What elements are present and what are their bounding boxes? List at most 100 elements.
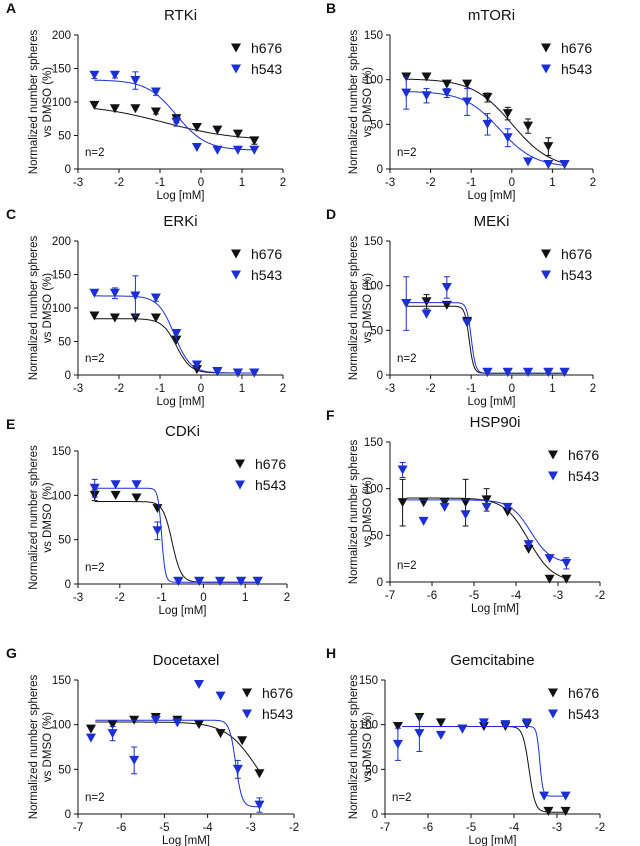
x-tick-label: -5 [466,822,476,834]
legend-marker-h676 [231,43,241,53]
x-tick-label: -7 [380,822,390,834]
panel-title: HSP90i [470,414,521,431]
x-tick-label: 1 [549,177,555,189]
data-point-h676 [502,109,513,119]
legend-marker-h543 [231,270,241,280]
data-point-h676 [543,806,554,816]
panel-title: RTKi [164,7,197,24]
panel-g: G Docetaxel 0 50 100 150 -7 -6 -5 -4 -3 -2 Log [mM] N… [6,645,299,846]
data-point-h676 [397,498,408,508]
fit-curve-h543 [95,719,262,808]
legend-marker-h543 [548,471,558,481]
x-tick-label: -1 [466,177,476,189]
y-axis-label: vs DMSO (%) [42,712,54,782]
legend-marker-h543 [235,480,245,490]
panel-letter: G [6,645,17,661]
data-point-h543 [457,724,468,734]
n-label: n=2 [85,147,105,159]
y-tick-label: 100 [52,303,71,315]
data-point-h543 [254,800,265,810]
y-tick-label: 200 [52,236,71,248]
data-point-h543 [236,576,247,586]
data-point-h543 [561,558,572,568]
x-tick-label: -3 [553,590,563,602]
x-axis-label: Log [mM] [469,835,517,846]
panel-title: MEKi [474,213,510,230]
legend-label-h543: h543 [561,61,592,77]
y-tick-label: 50 [58,535,71,547]
legend-marker-h543 [242,709,252,719]
y-axis-label: vs DMSO (%) [42,67,54,137]
data-point-h676 [421,72,432,82]
legend-label-h543: h543 [251,61,282,77]
x-tick-label: -5 [159,822,169,834]
data-point-h543 [150,293,161,303]
y-tick-label: 150 [52,64,71,76]
x-tick-label: -2 [595,590,605,602]
legend-label-h543: h543 [251,267,282,283]
data-point-h676 [212,125,223,135]
data-point-h676 [232,129,243,139]
x-tick-label: 2 [280,177,286,189]
legend-label-h676: h676 [251,40,282,56]
data-point-h543 [212,145,223,155]
y-axis-label: vs DMSO (%) [42,482,54,552]
data-point-h543 [252,576,263,586]
fit-curve-h543 [94,295,257,374]
x-tick-label: -4 [511,590,522,602]
fit-curve-h543 [94,79,257,151]
data-point-h543 [249,368,260,378]
n-label: n=2 [397,560,417,572]
x-tick-label: 2 [590,177,596,189]
data-point-h543 [173,576,184,586]
data-point-h676 [561,574,572,584]
x-tick-label: -3 [385,383,395,395]
fit-curve-h543 [406,302,567,374]
y-tick-label: 0 [65,370,71,382]
panel-d: D MEKi 0 50 100 150 -3 -2 -1 0 1 2 Log [mM] Normalize… [326,206,596,408]
data-point-h676 [89,311,100,321]
data-point-h676 [85,724,96,734]
legend-label-h676: h676 [568,447,599,463]
data-point-h676 [249,136,260,146]
panel-e: E CDKi 0 50 100 150 -3 -2 -1 0 1 2 Log [mM] Normalize… [6,416,290,617]
data-point-h676 [152,504,163,514]
data-point-h676 [191,122,202,132]
y-tick-label: 50 [370,530,383,542]
y-axis-label: Normalized number spheres [28,675,40,820]
data-point-h676 [462,79,473,89]
x-axis-label: Log [mM] [159,605,207,617]
x-tick-label: -1 [156,592,166,604]
data-point-h676 [109,313,120,323]
data-point-h543 [152,526,163,536]
x-tick-label: -6 [116,822,126,834]
data-point-h676 [392,721,403,731]
data-point-h543 [435,730,446,740]
data-point-h543 [130,291,141,301]
x-tick-label: 2 [284,592,290,604]
y-tick-label: 150 [364,30,383,42]
data-point-h543 [110,480,121,490]
x-tick-label: -6 [427,590,437,602]
data-point-h676 [131,493,142,503]
data-point-h676 [130,104,141,114]
y-tick-label: 50 [58,764,71,776]
data-point-h543 [191,360,202,370]
panel-title: Gemcitabine [450,652,534,669]
y-tick-label: 0 [377,577,383,589]
x-tick-label: -3 [73,383,83,395]
panel-title: CDKi [165,423,200,440]
x-tick-label: -5 [469,590,479,602]
panel-f: F HSP90i 0 50 100 150 -7 -6 -5 -4 -3 -2 Log [mM] Norm… [326,407,605,615]
x-tick-label: 0 [198,177,204,189]
legend-label-h676: h676 [561,40,592,56]
data-point-h543 [441,88,452,98]
data-point-h676 [418,498,429,508]
y-axis-label: Normalized number spheres [348,236,360,381]
data-point-h543 [129,755,140,765]
data-point-h543 [401,88,412,98]
y-tick-label: 100 [359,720,378,732]
data-point-h543 [559,367,570,377]
data-point-h543 [462,318,473,328]
